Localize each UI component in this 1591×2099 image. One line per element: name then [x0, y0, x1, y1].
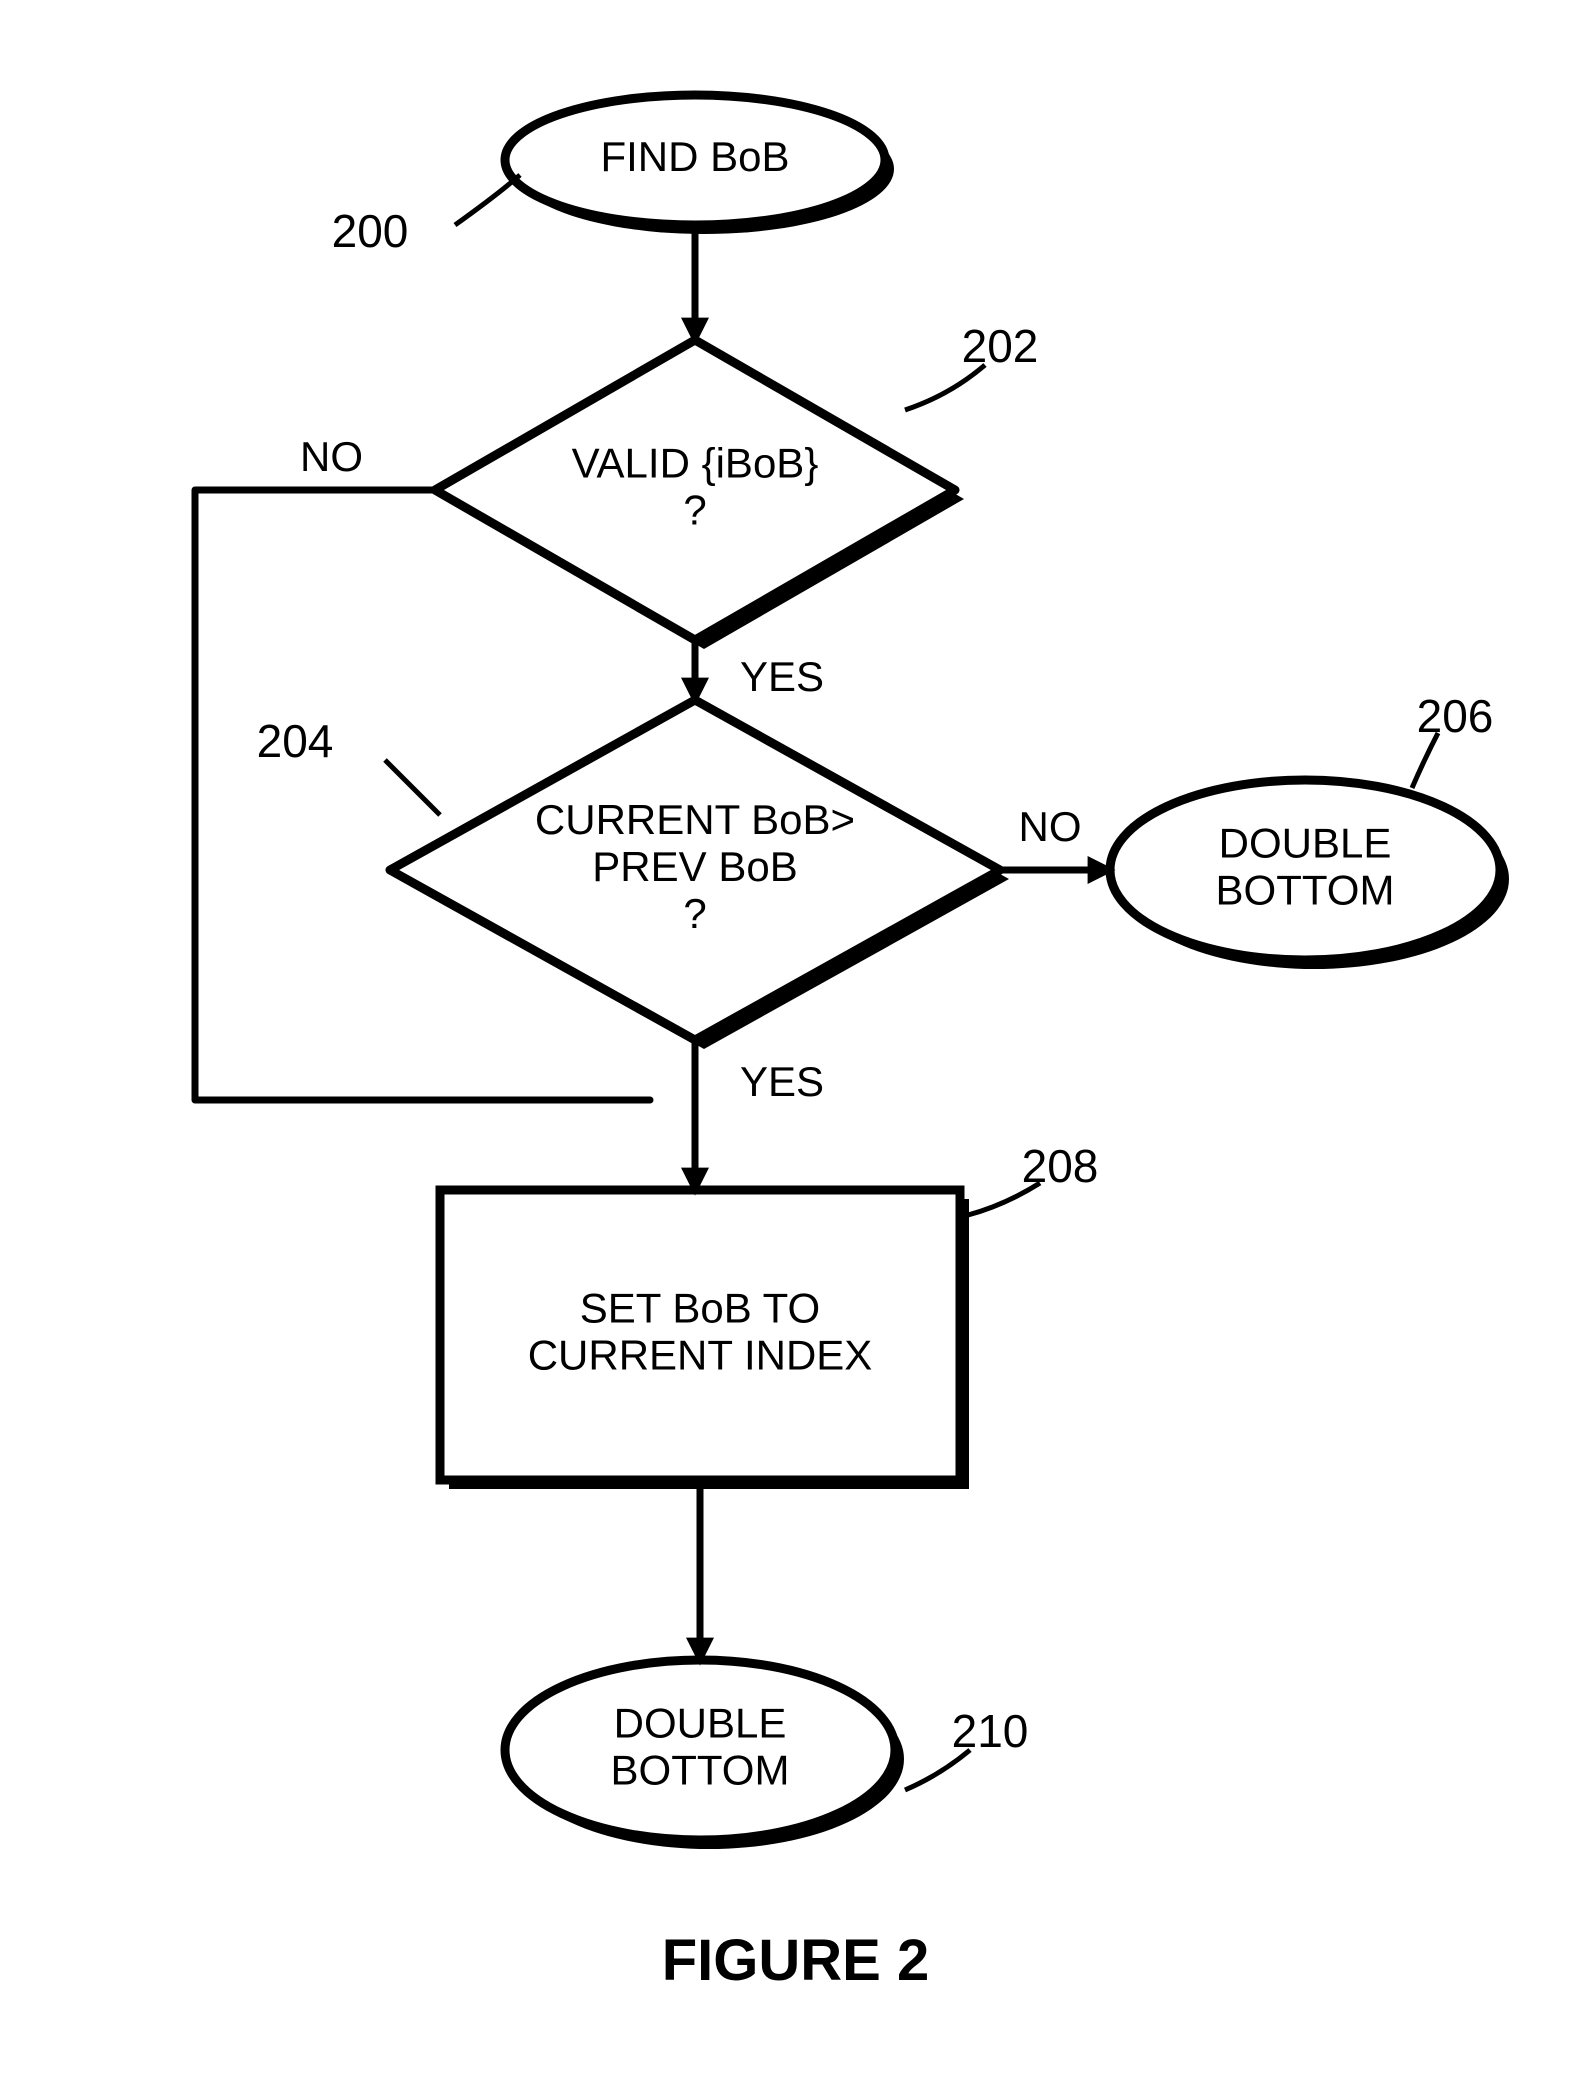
svg-text:FIND BoB: FIND BoB — [600, 133, 789, 180]
edge-label-1: YES — [740, 653, 824, 700]
ref-label-206: 206 — [1417, 690, 1494, 742]
ref-leader-202 — [905, 365, 985, 410]
ref-label-204: 204 — [257, 715, 334, 767]
edge-label-4: YES — [740, 1058, 824, 1105]
svg-text:BOTTOM: BOTTOM — [611, 1747, 790, 1794]
svg-text:DOUBLE: DOUBLE — [1219, 820, 1392, 867]
edge-label-3: NO — [1019, 803, 1082, 850]
svg-text:PREV BoB: PREV BoB — [592, 843, 797, 890]
svg-text:VALID {iBoB}: VALID {iBoB} — [572, 440, 819, 487]
ref-leader-208 — [968, 1183, 1040, 1215]
edge-label-2: NO — [300, 433, 363, 480]
figure-title: FIGURE 2 — [662, 1928, 930, 1993]
svg-text:BOTTOM: BOTTOM — [1216, 867, 1395, 914]
svg-text:CURRENT INDEX: CURRENT INDEX — [528, 1332, 873, 1379]
svg-text:?: ? — [683, 487, 706, 534]
ref-label-210: 210 — [952, 1705, 1029, 1757]
ref-leader-200 — [455, 175, 520, 225]
svg-text:SET BoB TO: SET BoB TO — [580, 1285, 820, 1332]
ref-leader-210 — [905, 1750, 970, 1790]
ref-label-200: 200 — [332, 205, 409, 257]
ref-leader-204 — [385, 760, 440, 815]
ref-label-202: 202 — [962, 320, 1039, 372]
svg-text:DOUBLE: DOUBLE — [614, 1700, 787, 1747]
svg-text:?: ? — [683, 890, 706, 937]
svg-text:CURRENT BoB>: CURRENT BoB> — [535, 796, 855, 843]
